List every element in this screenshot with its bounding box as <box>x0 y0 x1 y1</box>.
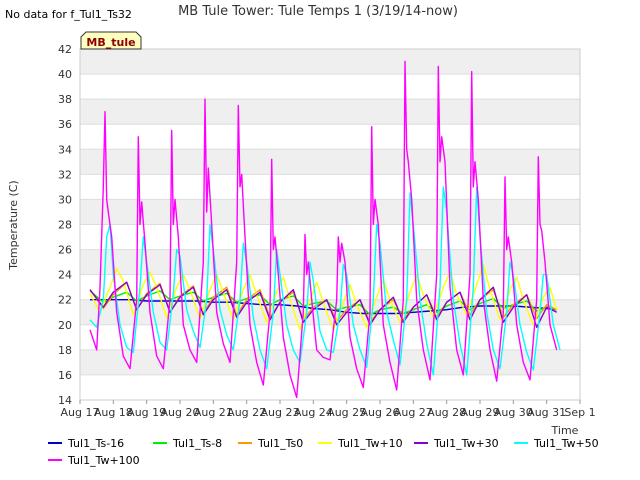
legend-entry: Tul1_Ts-8 <box>172 437 222 450</box>
plot-band <box>80 199 580 225</box>
badge-label: MB_tule <box>86 36 135 49</box>
plot-band <box>80 249 580 275</box>
y-tick-label: 18 <box>58 344 72 357</box>
y-tick-label: 36 <box>58 118 72 131</box>
legend: Tul1_Ts-16 Tul1_Ts-8 Tul1_Ts0 Tul1_Tw+10 Tul… <box>48 437 599 467</box>
series-lines <box>89 60 561 399</box>
x-tick-label: Aug 24 <box>294 406 333 419</box>
x-tick-label: Aug 27 <box>394 406 433 419</box>
plot-band <box>80 49 580 75</box>
legend-entry: Tul1_Tw+30 <box>433 437 499 450</box>
y-tick-label: 26 <box>58 244 72 257</box>
y-tick-label: 40 <box>58 68 72 81</box>
legend-entry: Tul1_Ts-16 <box>67 437 124 450</box>
x-tick-label: Aug 18 <box>94 406 133 419</box>
plot-band <box>80 149 580 175</box>
y-axis-label: Temperature (C) <box>7 180 20 270</box>
x-tick-label: Aug 25 <box>327 406 366 419</box>
x-tick-label: Aug 29 <box>461 406 500 419</box>
y-tick-label: 22 <box>58 294 72 307</box>
y-tick-label: 20 <box>58 319 72 332</box>
x-tick-label: Aug 30 <box>494 406 533 419</box>
y-tick-label: 24 <box>58 269 72 282</box>
y-tick-label: 32 <box>58 168 72 181</box>
x-tick-label: Aug 22 <box>227 406 266 419</box>
plot-background-bands <box>80 49 580 375</box>
x-tick-label: Aug 23 <box>261 406 300 419</box>
badge-shape <box>80 31 142 50</box>
x-tick-label: Aug 26 <box>361 406 400 419</box>
x-tick-label: Aug 31 <box>527 406 566 419</box>
x-tick-label: Aug 21 <box>194 406 233 419</box>
chart-title: MB Tule Tower: Tule Temps 1 (3/19/14-now… <box>178 4 458 19</box>
plot-frame <box>79 48 581 401</box>
x-tick-label: Aug 20 <box>161 406 200 419</box>
legend-entry: Tul1_Ts0 <box>257 437 303 450</box>
x-tick-label: Aug 19 <box>127 406 166 419</box>
y-tick-label: 14 <box>58 394 72 407</box>
y-tick-label: 34 <box>58 143 72 156</box>
legend-entry: Tul1_Tw+100 <box>67 454 140 467</box>
y-tick-label: 42 <box>58 43 72 56</box>
y-tick-label: 38 <box>58 93 72 106</box>
y-axis-ticks: 14 16 18 20 22 24 26 28 30 32 34 36 38 40 42 <box>58 43 72 407</box>
legend-entry: Tul1_Tw+50 <box>533 437 599 450</box>
y-tick-label: 30 <box>58 193 72 206</box>
legend-entry: Tul1_Tw+10 <box>337 437 403 450</box>
x-tick-label: Sep 1 <box>564 406 595 419</box>
series-line-6 <box>89 60 558 399</box>
no-data-note: No data for f_Tul1_Ts32 <box>5 8 132 21</box>
x-tick-label: Aug 28 <box>427 406 466 419</box>
x-axis-label: Time <box>551 424 579 437</box>
plot-band <box>80 99 580 125</box>
series-line-4 <box>89 281 558 328</box>
y-tick-label: 16 <box>58 369 72 382</box>
y-tick-label: 28 <box>58 219 72 232</box>
x-tick-label: Aug 17 <box>61 406 100 419</box>
site-badge: MB_tule <box>80 31 142 50</box>
